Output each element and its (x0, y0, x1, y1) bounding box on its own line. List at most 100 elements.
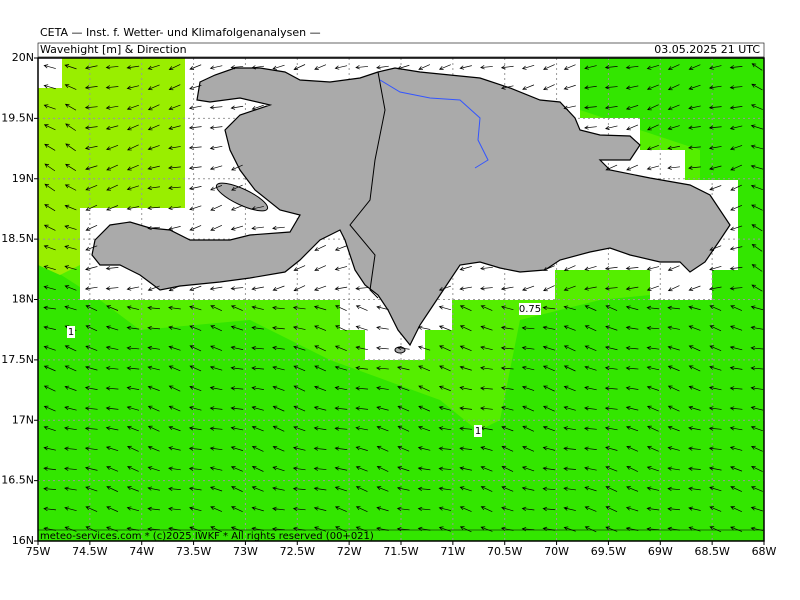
x-tick-label: 68W (752, 545, 777, 558)
arrow (209, 386, 223, 391)
arrow (688, 405, 701, 411)
arrow (105, 85, 119, 90)
arrow (376, 346, 389, 351)
arrow (355, 406, 369, 411)
arrow (563, 84, 576, 90)
arrow (43, 425, 56, 432)
arrow (521, 365, 535, 371)
arrow (105, 105, 119, 110)
arrow (147, 84, 160, 91)
arrow (189, 305, 202, 311)
arrow (314, 64, 327, 70)
arrow (480, 526, 493, 532)
arrow (209, 486, 223, 492)
arrow (64, 385, 77, 391)
arrow (43, 466, 56, 471)
arrow (209, 426, 223, 431)
arrow (64, 406, 77, 411)
y-tick-label: 20N (12, 51, 34, 64)
arrow (750, 144, 764, 150)
arrow (188, 486, 202, 491)
arrow (168, 385, 181, 392)
arrow (230, 225, 244, 231)
arrow (64, 526, 77, 532)
arrow (209, 125, 223, 130)
arrow (251, 226, 264, 231)
arrow (729, 266, 743, 271)
arrow (626, 164, 639, 171)
arrow (459, 446, 472, 451)
y-tick-label: 18.5N (1, 232, 34, 245)
arrow (168, 506, 181, 512)
arrow (168, 305, 181, 310)
arrow (750, 506, 764, 512)
arrow (313, 486, 327, 491)
arrow (438, 405, 452, 411)
arrow (251, 445, 264, 452)
arrow (438, 305, 452, 311)
arrow (626, 486, 639, 492)
arrow (688, 345, 701, 352)
arrow (584, 446, 597, 451)
arrow (147, 165, 160, 171)
x-tick-label: 75W (26, 545, 51, 558)
arrow (314, 285, 327, 291)
arrow (251, 104, 264, 111)
arrow (480, 325, 493, 331)
x-tick-label: 74W (129, 545, 154, 558)
arrow (708, 145, 722, 150)
y-tick-label: 18N (12, 293, 34, 306)
arrow (334, 266, 348, 271)
arrow (459, 466, 472, 471)
arrow (147, 506, 160, 512)
arrow (127, 445, 139, 452)
arrow (43, 365, 56, 372)
arrow (105, 446, 119, 452)
arrow (646, 405, 659, 412)
arrow (501, 405, 514, 411)
arrow (230, 325, 244, 331)
arrow (85, 165, 98, 171)
arrow (355, 305, 368, 311)
arrow (147, 205, 161, 211)
arrow (646, 365, 660, 371)
arrow (584, 506, 597, 512)
arrow (293, 405, 306, 412)
arrow (314, 345, 326, 352)
arrow (168, 64, 181, 71)
arrow (459, 426, 473, 431)
arrow (84, 105, 98, 110)
arrow (64, 103, 77, 111)
arrow (708, 105, 722, 110)
arrow (646, 445, 659, 452)
arrow (480, 466, 493, 472)
arrow (85, 225, 98, 231)
arrow (313, 446, 327, 451)
arrow (210, 325, 222, 332)
arrow (126, 325, 140, 331)
arrow (521, 385, 535, 391)
arrow (126, 506, 140, 512)
arrow (85, 345, 98, 351)
arrow (708, 286, 722, 291)
arrow (230, 65, 244, 70)
arrow (667, 325, 680, 330)
arrow (604, 366, 618, 371)
arrow (210, 345, 223, 351)
arrow (251, 305, 264, 310)
arrow (43, 84, 56, 90)
arrow (230, 305, 243, 311)
arrow (625, 406, 639, 411)
arrow (501, 486, 514, 492)
arrow (355, 345, 368, 351)
arrow (730, 305, 743, 311)
arrow (418, 385, 430, 392)
arrow (272, 285, 285, 292)
header-box (37, 42, 765, 58)
arrow (106, 526, 119, 532)
arrow (127, 144, 139, 151)
x-tick-label: 72.5W (280, 545, 315, 558)
y-tick-label: 19N (12, 172, 34, 185)
arrow (418, 365, 431, 372)
arrow (189, 365, 202, 372)
